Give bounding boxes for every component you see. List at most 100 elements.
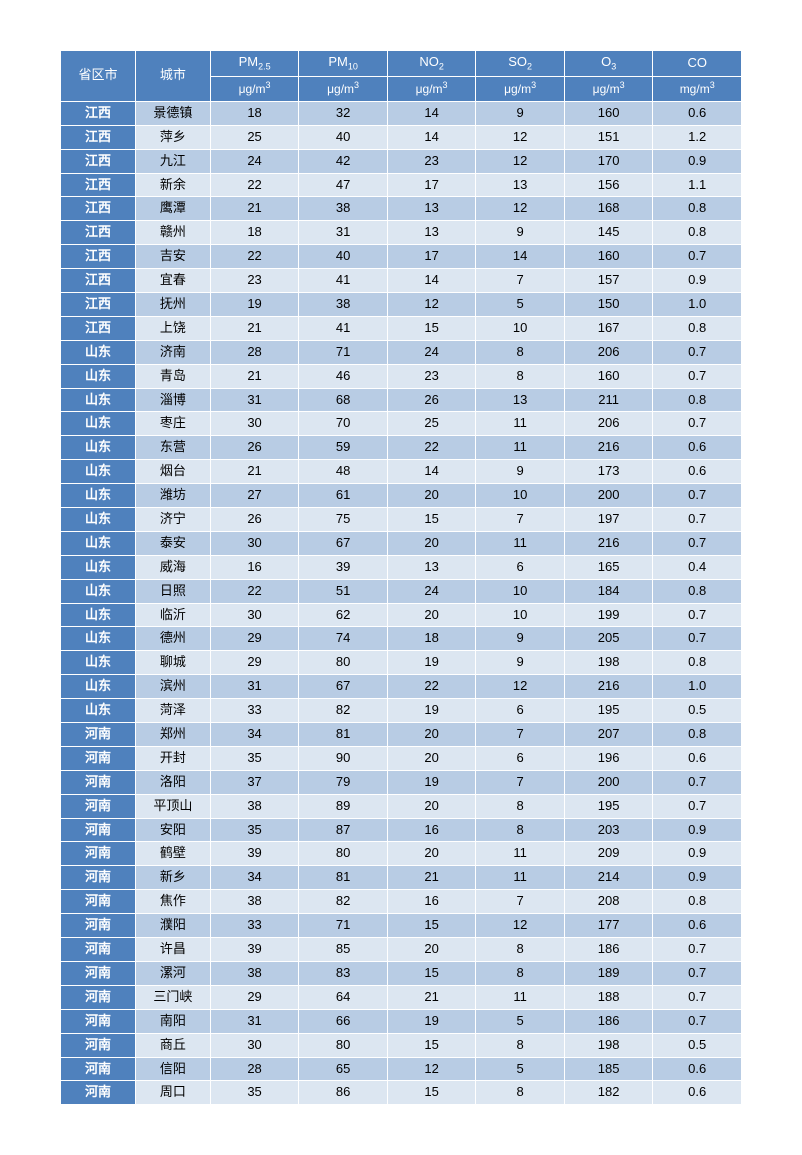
cell-city: 开封 xyxy=(135,746,210,770)
cell-province: 江西 xyxy=(61,293,136,317)
cell-city: 上饶 xyxy=(135,316,210,340)
cell-value: 7 xyxy=(476,723,565,747)
cell-value: 13 xyxy=(476,388,565,412)
cell-value: 0.9 xyxy=(653,866,742,890)
cell-value: 65 xyxy=(299,1057,388,1081)
table-row: 山东聊城29801991980.8 xyxy=(61,651,742,675)
table-row: 河南新乡348121112140.9 xyxy=(61,866,742,890)
cell-value: 7 xyxy=(476,508,565,532)
cell-city: 聊城 xyxy=(135,651,210,675)
cell-city: 信阳 xyxy=(135,1057,210,1081)
table-row: 江西萍乡254014121511.2 xyxy=(61,125,742,149)
unit-pm25: μg/m3 xyxy=(210,77,299,102)
cell-value: 9 xyxy=(476,460,565,484)
cell-value: 0.7 xyxy=(653,508,742,532)
cell-province: 河南 xyxy=(61,746,136,770)
cell-province: 河南 xyxy=(61,1057,136,1081)
cell-value: 14 xyxy=(387,460,476,484)
table-row: 河南鹤壁398020112090.9 xyxy=(61,842,742,866)
cell-value: 38 xyxy=(210,890,299,914)
cell-value: 5 xyxy=(476,1009,565,1033)
table-row: 河南开封35902061960.6 xyxy=(61,746,742,770)
cell-province: 山东 xyxy=(61,484,136,508)
cell-city: 菏泽 xyxy=(135,699,210,723)
cell-value: 0.7 xyxy=(653,412,742,436)
cell-value: 10 xyxy=(476,316,565,340)
cell-value: 24 xyxy=(210,149,299,173)
cell-value: 20 xyxy=(387,842,476,866)
cell-value: 1.0 xyxy=(653,293,742,317)
cell-value: 31 xyxy=(210,675,299,699)
cell-value: 0.5 xyxy=(653,1033,742,1057)
cell-value: 14 xyxy=(387,101,476,125)
unit-so2: μg/m3 xyxy=(476,77,565,102)
cell-value: 1.2 xyxy=(653,125,742,149)
cell-value: 0.6 xyxy=(653,1057,742,1081)
cell-value: 203 xyxy=(564,818,653,842)
cell-value: 12 xyxy=(476,149,565,173)
cell-value: 21 xyxy=(210,460,299,484)
cell-value: 71 xyxy=(299,914,388,938)
cell-city: 滨州 xyxy=(135,675,210,699)
cell-value: 170 xyxy=(564,149,653,173)
cell-value: 11 xyxy=(476,842,565,866)
cell-value: 28 xyxy=(210,340,299,364)
cell-value: 19 xyxy=(387,1009,476,1033)
cell-value: 18 xyxy=(210,221,299,245)
cell-province: 河南 xyxy=(61,723,136,747)
cell-value: 0.7 xyxy=(653,627,742,651)
cell-value: 0.6 xyxy=(653,436,742,460)
cell-value: 0.7 xyxy=(653,770,742,794)
cell-city: 三门峡 xyxy=(135,985,210,1009)
cell-value: 12 xyxy=(476,914,565,938)
cell-value: 12 xyxy=(476,125,565,149)
cell-value: 20 xyxy=(387,746,476,770)
cell-value: 23 xyxy=(387,149,476,173)
header-pm25: PM2.5 xyxy=(210,51,299,77)
cell-province: 河南 xyxy=(61,770,136,794)
cell-value: 14 xyxy=(387,125,476,149)
cell-value: 31 xyxy=(210,1009,299,1033)
cell-value: 0.6 xyxy=(653,1081,742,1105)
cell-city: 鹰潭 xyxy=(135,197,210,221)
cell-value: 86 xyxy=(299,1081,388,1105)
cell-province: 山东 xyxy=(61,699,136,723)
cell-value: 29 xyxy=(210,651,299,675)
cell-value: 14 xyxy=(387,269,476,293)
cell-value: 26 xyxy=(387,388,476,412)
cell-city: 南阳 xyxy=(135,1009,210,1033)
cell-value: 216 xyxy=(564,675,653,699)
cell-value: 15 xyxy=(387,1081,476,1105)
table-row: 山东滨州316722122161.0 xyxy=(61,675,742,699)
cell-value: 22 xyxy=(387,436,476,460)
cell-value: 28 xyxy=(210,1057,299,1081)
cell-value: 9 xyxy=(476,651,565,675)
table-row: 河南安阳35871682030.9 xyxy=(61,818,742,842)
cell-value: 216 xyxy=(564,531,653,555)
cell-value: 16 xyxy=(210,555,299,579)
cell-value: 64 xyxy=(299,985,388,1009)
cell-value: 6 xyxy=(476,746,565,770)
cell-value: 0.7 xyxy=(653,1009,742,1033)
cell-value: 0.7 xyxy=(653,531,742,555)
cell-value: 168 xyxy=(564,197,653,221)
cell-value: 12 xyxy=(476,675,565,699)
cell-value: 160 xyxy=(564,364,653,388)
cell-value: 8 xyxy=(476,961,565,985)
cell-value: 80 xyxy=(299,842,388,866)
table-row: 山东东营265922112160.6 xyxy=(61,436,742,460)
cell-value: 0.7 xyxy=(653,794,742,818)
unit-no2: μg/m3 xyxy=(387,77,476,102)
cell-value: 20 xyxy=(387,723,476,747)
cell-province: 山东 xyxy=(61,436,136,460)
cell-city: 漯河 xyxy=(135,961,210,985)
cell-value: 0.7 xyxy=(653,603,742,627)
cell-value: 6 xyxy=(476,555,565,579)
cell-value: 23 xyxy=(387,364,476,388)
cell-value: 22 xyxy=(210,579,299,603)
cell-value: 29 xyxy=(210,627,299,651)
cell-value: 0.7 xyxy=(653,364,742,388)
cell-province: 江西 xyxy=(61,173,136,197)
cell-value: 157 xyxy=(564,269,653,293)
cell-value: 184 xyxy=(564,579,653,603)
